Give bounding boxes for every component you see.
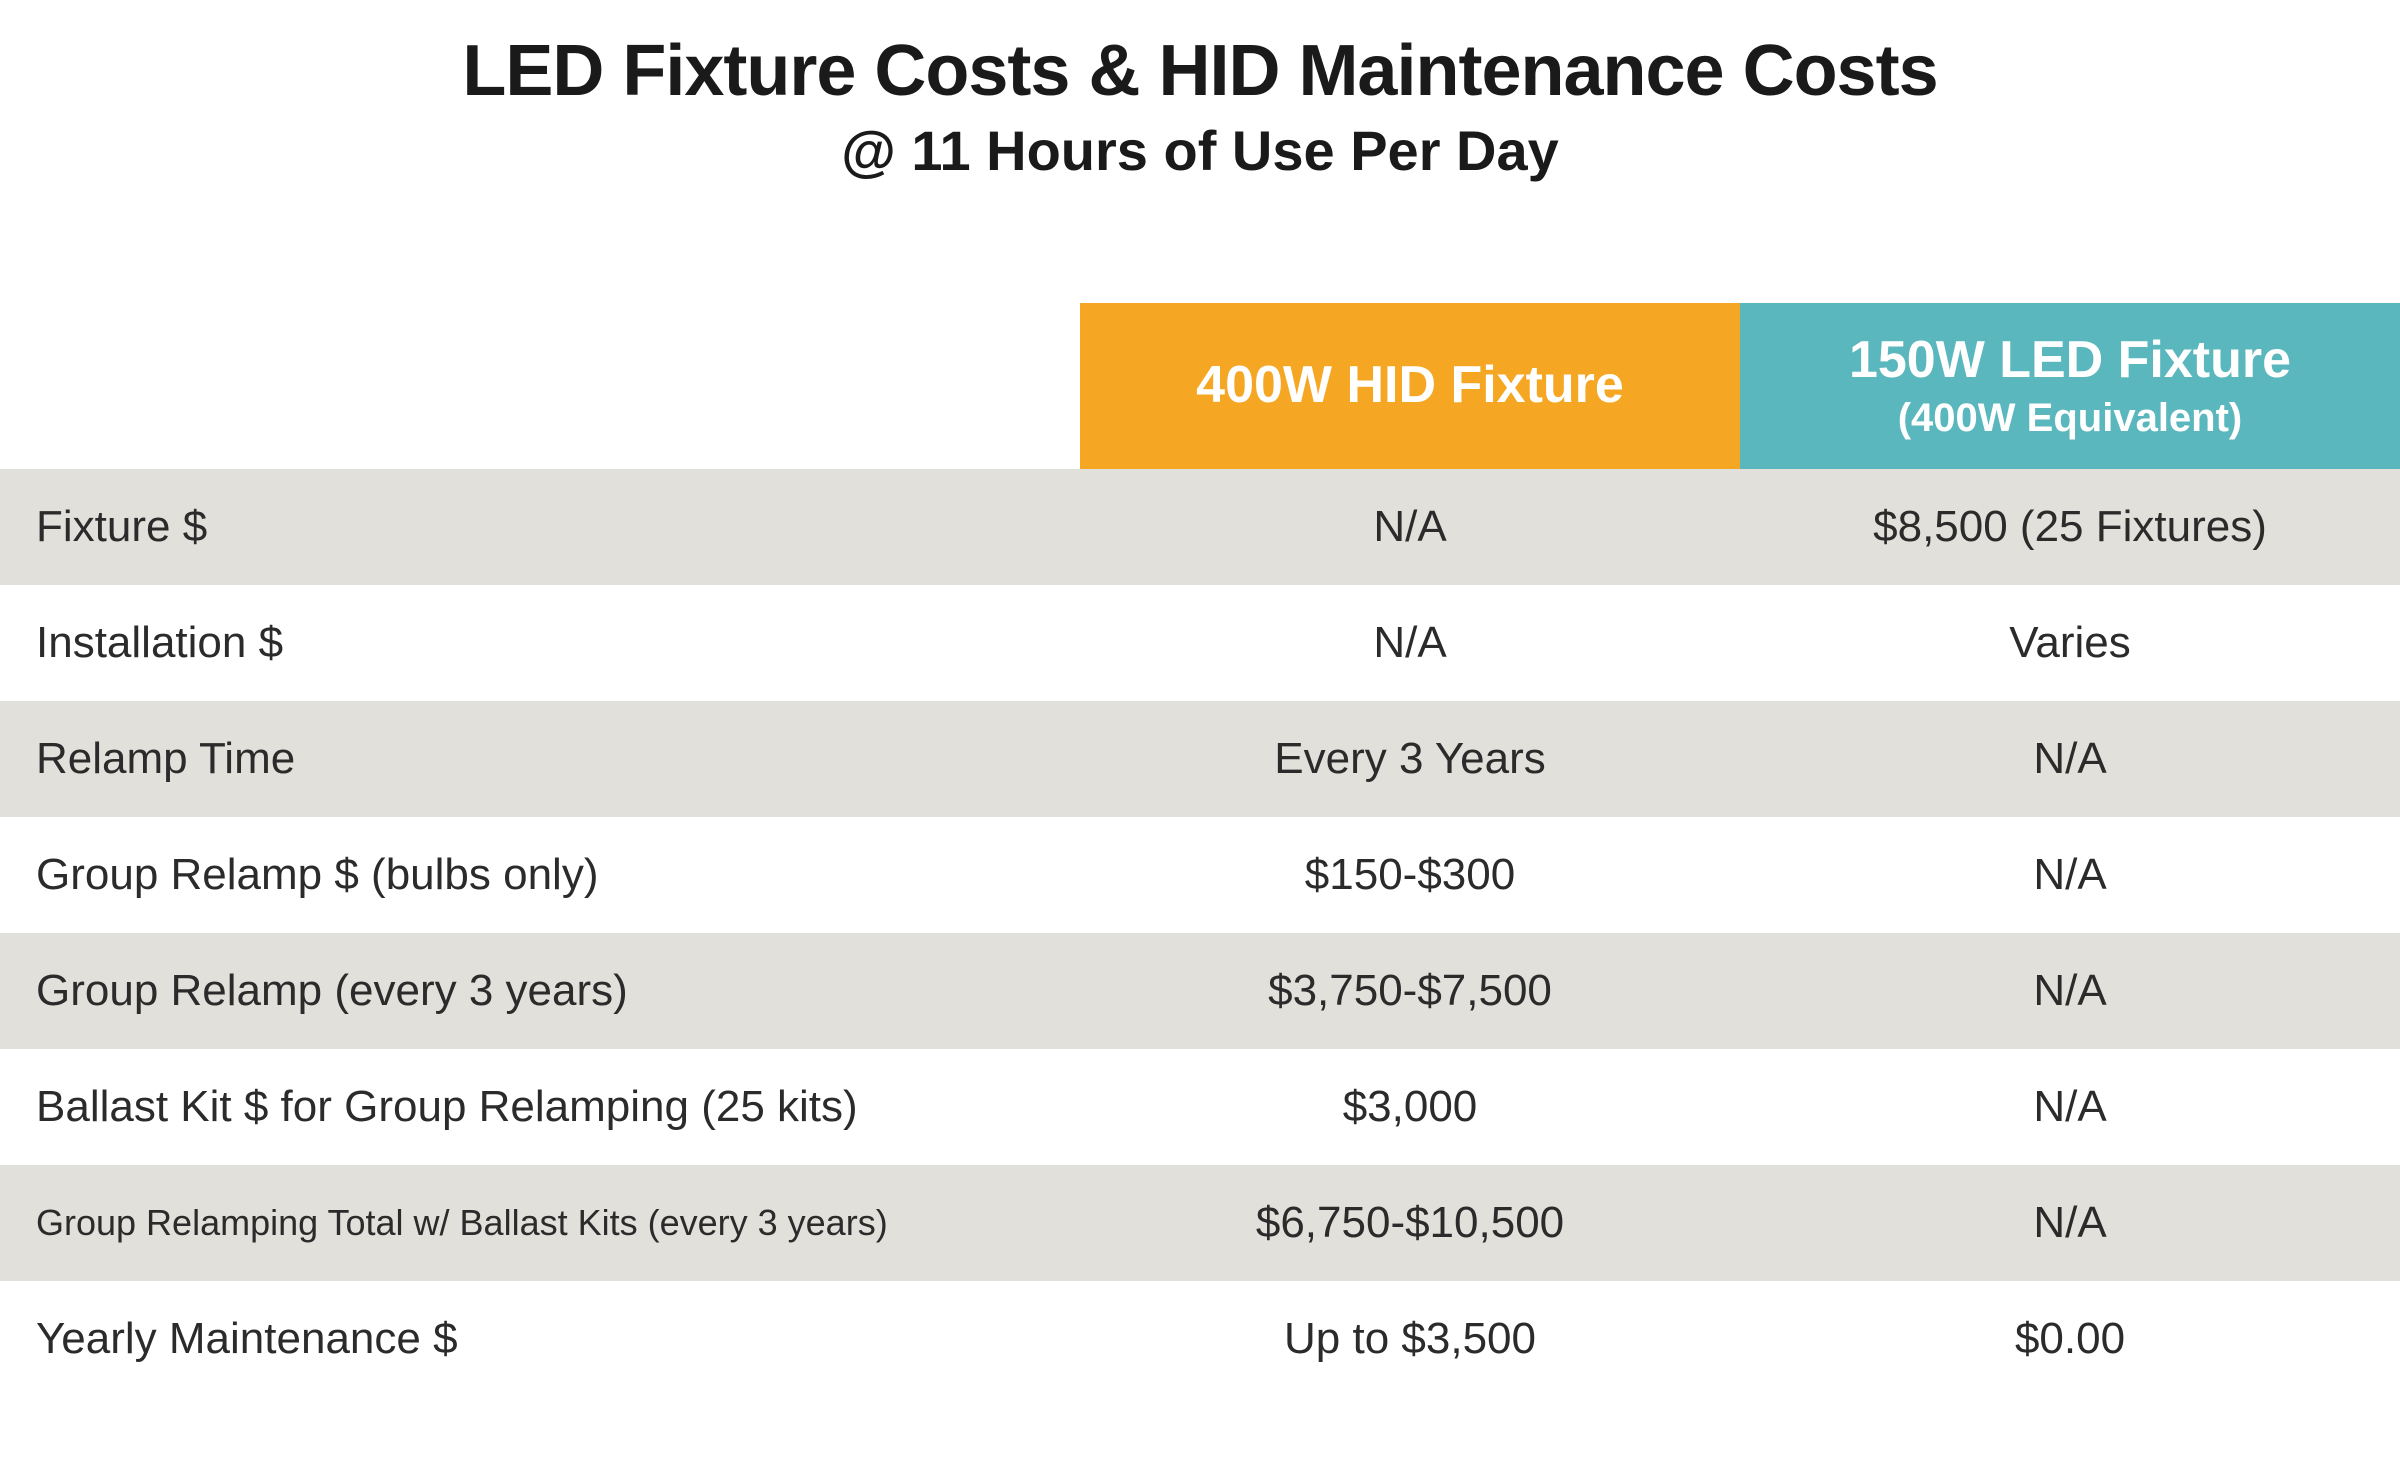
column-header-hid-label: 400W HID Fixture — [1196, 356, 1624, 414]
column-header-led-label: 150W LED Fixture — [1849, 331, 2291, 389]
row-hid-value: $150-$300 — [1080, 817, 1740, 933]
row-hid-value: Every 3 Years — [1080, 701, 1740, 817]
table-row: Group Relamp $ (bulbs only) $150-$300 N/… — [0, 817, 2400, 933]
row-led-value: $0.00 — [1740, 1281, 2400, 1397]
row-label: Yearly Maintenance $ — [0, 1281, 1080, 1397]
row-label: Group Relamp $ (bulbs only) — [0, 817, 1080, 933]
column-header-led-sublabel: (400W Equivalent) — [1750, 395, 2390, 441]
column-header-led: 150W LED Fixture (400W Equivalent) — [1740, 303, 2400, 469]
table-row: Group Relamping Total w/ Ballast Kits (e… — [0, 1165, 2400, 1281]
table-row: Relamp Time Every 3 Years N/A — [0, 701, 2400, 817]
row-hid-value: Up to $3,500 — [1080, 1281, 1740, 1397]
row-led-value: N/A — [1740, 1165, 2400, 1281]
page: LED Fixture Costs & HID Maintenance Cost… — [0, 0, 2400, 1457]
row-led-value: Varies — [1740, 585, 2400, 701]
row-hid-value: N/A — [1080, 585, 1740, 701]
table-row: Installation $ N/A Varies — [0, 585, 2400, 701]
row-label: Relamp Time — [0, 701, 1080, 817]
row-hid-value: N/A — [1080, 469, 1740, 585]
column-header-hid: 400W HID Fixture — [1080, 303, 1740, 469]
page-title: LED Fixture Costs & HID Maintenance Cost… — [0, 30, 2400, 112]
cost-comparison-table: 400W HID Fixture 150W LED Fixture (400W … — [0, 303, 2400, 1397]
row-label: Group Relamping Total w/ Ballast Kits (e… — [0, 1165, 1080, 1281]
row-led-value: N/A — [1740, 933, 2400, 1049]
row-hid-value: $6,750-$10,500 — [1080, 1165, 1740, 1281]
row-led-value: N/A — [1740, 817, 2400, 933]
table-row: Yearly Maintenance $ Up to $3,500 $0.00 — [0, 1281, 2400, 1397]
page-subtitle: @ 11 Hours of Use Per Day — [0, 118, 2400, 183]
row-label: Fixture $ — [0, 469, 1080, 585]
table-row: Fixture $ N/A $8,500 (25 Fixtures) — [0, 469, 2400, 585]
row-label: Group Relamp (every 3 years) — [0, 933, 1080, 1049]
row-hid-value: $3,750-$7,500 — [1080, 933, 1740, 1049]
table-header-blank — [0, 303, 1080, 469]
row-led-value: $8,500 (25 Fixtures) — [1740, 469, 2400, 585]
table-body: Fixture $ N/A $8,500 (25 Fixtures) Insta… — [0, 469, 2400, 1397]
row-label: Installation $ — [0, 585, 1080, 701]
row-led-value: N/A — [1740, 1049, 2400, 1165]
table-row: Ballast Kit $ for Group Relamping (25 ki… — [0, 1049, 2400, 1165]
table-row: Group Relamp (every 3 years) $3,750-$7,5… — [0, 933, 2400, 1049]
row-led-value: N/A — [1740, 701, 2400, 817]
row-hid-value: $3,000 — [1080, 1049, 1740, 1165]
row-label: Ballast Kit $ for Group Relamping (25 ki… — [0, 1049, 1080, 1165]
table-header-row: 400W HID Fixture 150W LED Fixture (400W … — [0, 303, 2400, 469]
